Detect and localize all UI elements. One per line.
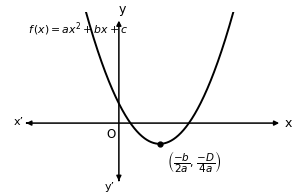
Text: y’: y’ [105,182,115,192]
Text: O: O [107,128,116,141]
Text: y: y [119,3,126,16]
Text: x’: x’ [14,117,24,127]
Text: x: x [285,117,292,130]
Text: $\left(\dfrac{-b}{2a},\, \dfrac{-D}{4a}\right)$: $\left(\dfrac{-b}{2a},\, \dfrac{-D}{4a}\… [167,149,222,175]
Text: $f\,(x) = ax^2 + bx + c$: $f\,(x) = ax^2 + bx + c$ [29,21,129,38]
